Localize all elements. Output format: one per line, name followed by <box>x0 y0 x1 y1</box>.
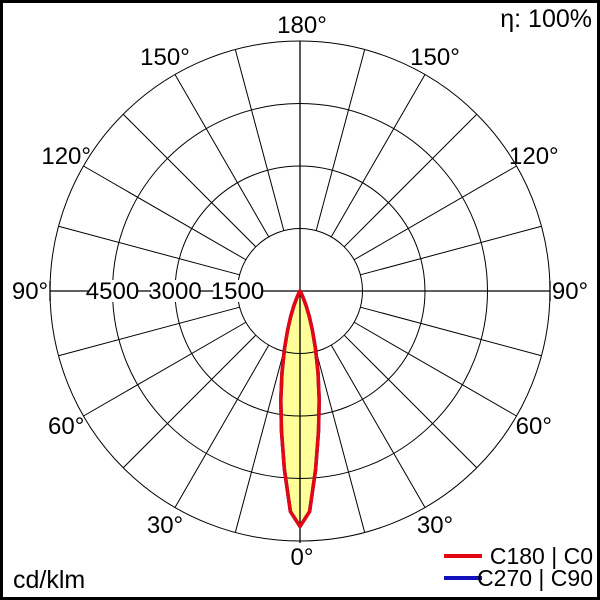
angle-label: 120° <box>509 143 559 170</box>
angle-grid-line <box>360 225 542 276</box>
radial-tick-label-bg <box>213 280 262 302</box>
radial-tick-label: 4500 <box>86 278 139 305</box>
angle-label: 60° <box>516 413 552 440</box>
angle-label: 120° <box>41 143 91 170</box>
legend-label-c180-c0: C180 | C0 <box>490 543 593 569</box>
angle-grid-line <box>343 334 478 469</box>
polar-grid: 1500 3000 4500 0° 30° 30° 60° 60° 90° 90° 120° 120°… <box>12 12 588 571</box>
angle-grid-line <box>315 49 366 231</box>
angle-label: 60° <box>48 413 84 440</box>
angle-label: 150° <box>410 44 460 71</box>
radial-tick-label-bg <box>88 280 137 302</box>
angle-grid-line <box>330 74 426 238</box>
radial-tick-label-bg <box>151 280 199 302</box>
angle-label: 90° <box>12 278 48 305</box>
angle-grid-line <box>343 113 478 248</box>
angle-label: 30° <box>147 512 183 539</box>
angle-grid-line <box>58 225 240 276</box>
legend-label-c270-c90: C270 | C90 <box>477 565 593 591</box>
legend: C180 | C0 C270 | C90 <box>444 543 593 591</box>
radial-tick-label: 3000 <box>148 278 201 305</box>
angle-grid-line <box>83 321 247 417</box>
angle-grid-line <box>83 165 247 261</box>
angle-grid-line <box>58 306 240 357</box>
angle-grid-line <box>234 49 285 231</box>
angle-label: 180° <box>277 12 327 39</box>
intensity-curve-c180-c0 <box>279 289 321 529</box>
angle-grid-line <box>234 351 285 533</box>
angle-label: 90° <box>552 278 588 305</box>
angle-label: 30° <box>417 512 453 539</box>
angle-grid-line <box>353 165 517 261</box>
angle-grid-line <box>174 344 270 508</box>
angle-grid-line <box>353 321 517 417</box>
efficiency-label: η: 100% <box>500 5 592 33</box>
angle-grid-line <box>330 344 426 508</box>
angle-label: 150° <box>140 44 190 71</box>
polar-intensity-chart: 1500 3000 4500 0° 30° 30° 60° 60° 90° 90° 120° 120°… <box>12 5 593 594</box>
angle-grid-line <box>315 351 366 533</box>
angle-label: 0° <box>291 544 314 571</box>
intensity-curve-layer <box>279 289 321 529</box>
angle-grid-line <box>360 306 542 357</box>
angle-grid-line <box>122 334 257 469</box>
unit-label: cd/klm <box>13 566 85 594</box>
radial-tick-label: 1500 <box>211 278 264 305</box>
angle-grid-line <box>174 74 270 238</box>
angle-grid-line <box>122 113 257 248</box>
